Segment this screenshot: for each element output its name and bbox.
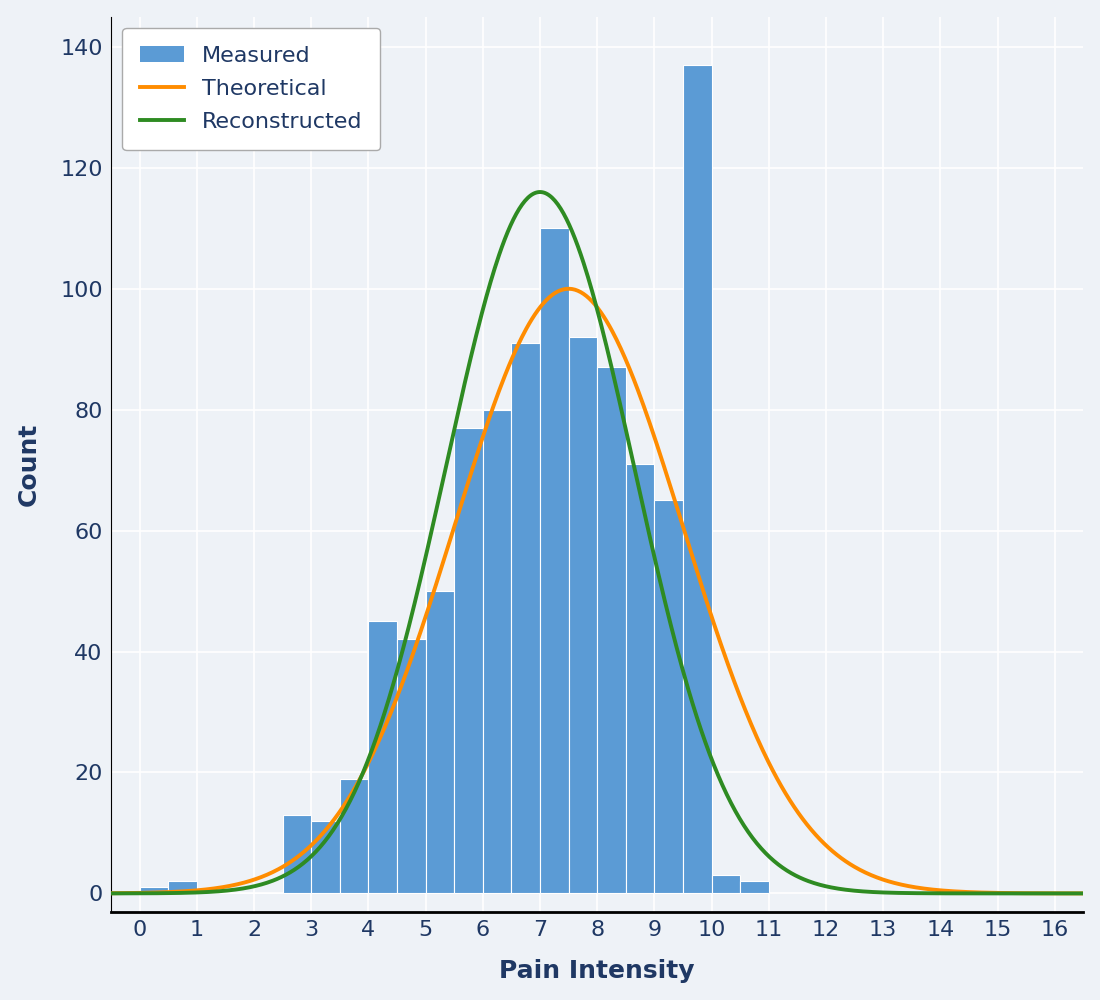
Theoretical [350, 780, 363, 792]
Reconstructed [421, 543, 434, 555]
Bar [712, 875, 740, 893]
Reconstructed [350, 783, 363, 795]
Bar [512, 343, 540, 893]
Line: Reconstructed: Reconstructed [111, 192, 1100, 893]
Theoretical [421, 605, 434, 617]
Bar [597, 367, 626, 893]
Bar [283, 815, 311, 893]
Reconstructed [104, 887, 118, 899]
Theoretical [884, 876, 898, 888]
Reconstructed [534, 186, 547, 198]
Y-axis label: Count: Count [16, 422, 41, 506]
Bar [168, 881, 197, 893]
Theoretical [104, 887, 118, 899]
Bar [483, 410, 512, 893]
Bar [311, 821, 340, 893]
Theoretical [763, 759, 777, 771]
Bar [654, 500, 683, 893]
Bar [626, 464, 654, 893]
Bar [140, 887, 168, 893]
Bar [540, 228, 569, 893]
Theoretical [386, 701, 399, 713]
Line: Theoretical: Theoretical [111, 289, 1100, 893]
Theoretical [1008, 887, 1021, 899]
Bar [397, 639, 426, 893]
Reconstructed [763, 851, 777, 863]
Theoretical [563, 283, 576, 295]
Bar [740, 881, 769, 893]
Bar [426, 591, 454, 893]
Bar [454, 428, 483, 893]
Bar [683, 65, 712, 893]
Bar [340, 779, 368, 893]
Legend: Measured, Theoretical, Reconstructed: Measured, Theoretical, Reconstructed [122, 28, 381, 150]
Reconstructed [1008, 887, 1021, 899]
Bar [569, 337, 597, 893]
X-axis label: Pain Intensity: Pain Intensity [499, 959, 695, 983]
Reconstructed [386, 678, 399, 690]
Reconstructed [884, 887, 898, 899]
Bar [368, 621, 397, 893]
